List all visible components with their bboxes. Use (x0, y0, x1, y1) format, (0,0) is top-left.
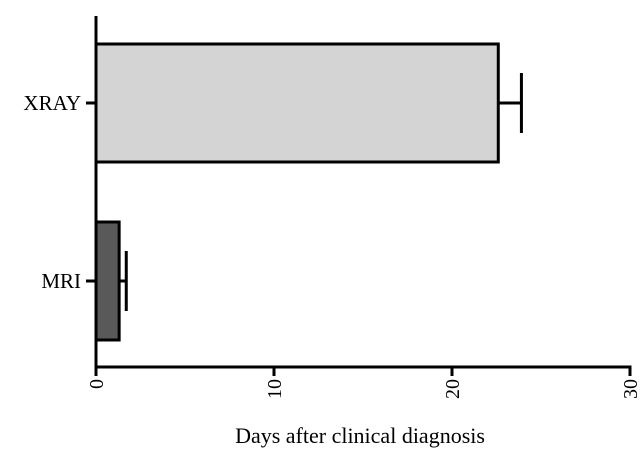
x-axis-title: Days after clinical diagnosis (235, 423, 485, 448)
bar-xray (94, 42, 500, 164)
y-ticks-group: XRAY MRI (23, 91, 96, 293)
x-ticks-group: 0 10 20 30 (86, 367, 642, 399)
x-tick-label-10: 10 (264, 379, 286, 399)
bar-mri (94, 220, 121, 342)
x-tick-label-20: 20 (442, 379, 464, 399)
error-bars-group (119, 73, 523, 311)
bars-group (94, 42, 500, 342)
x-tick-label-0: 0 (86, 379, 108, 389)
axes-group (94, 16, 632, 369)
category-label-mri: MRI (41, 269, 81, 293)
x-tick-label-30: 30 (620, 379, 642, 399)
category-label-xray: XRAY (23, 91, 81, 115)
